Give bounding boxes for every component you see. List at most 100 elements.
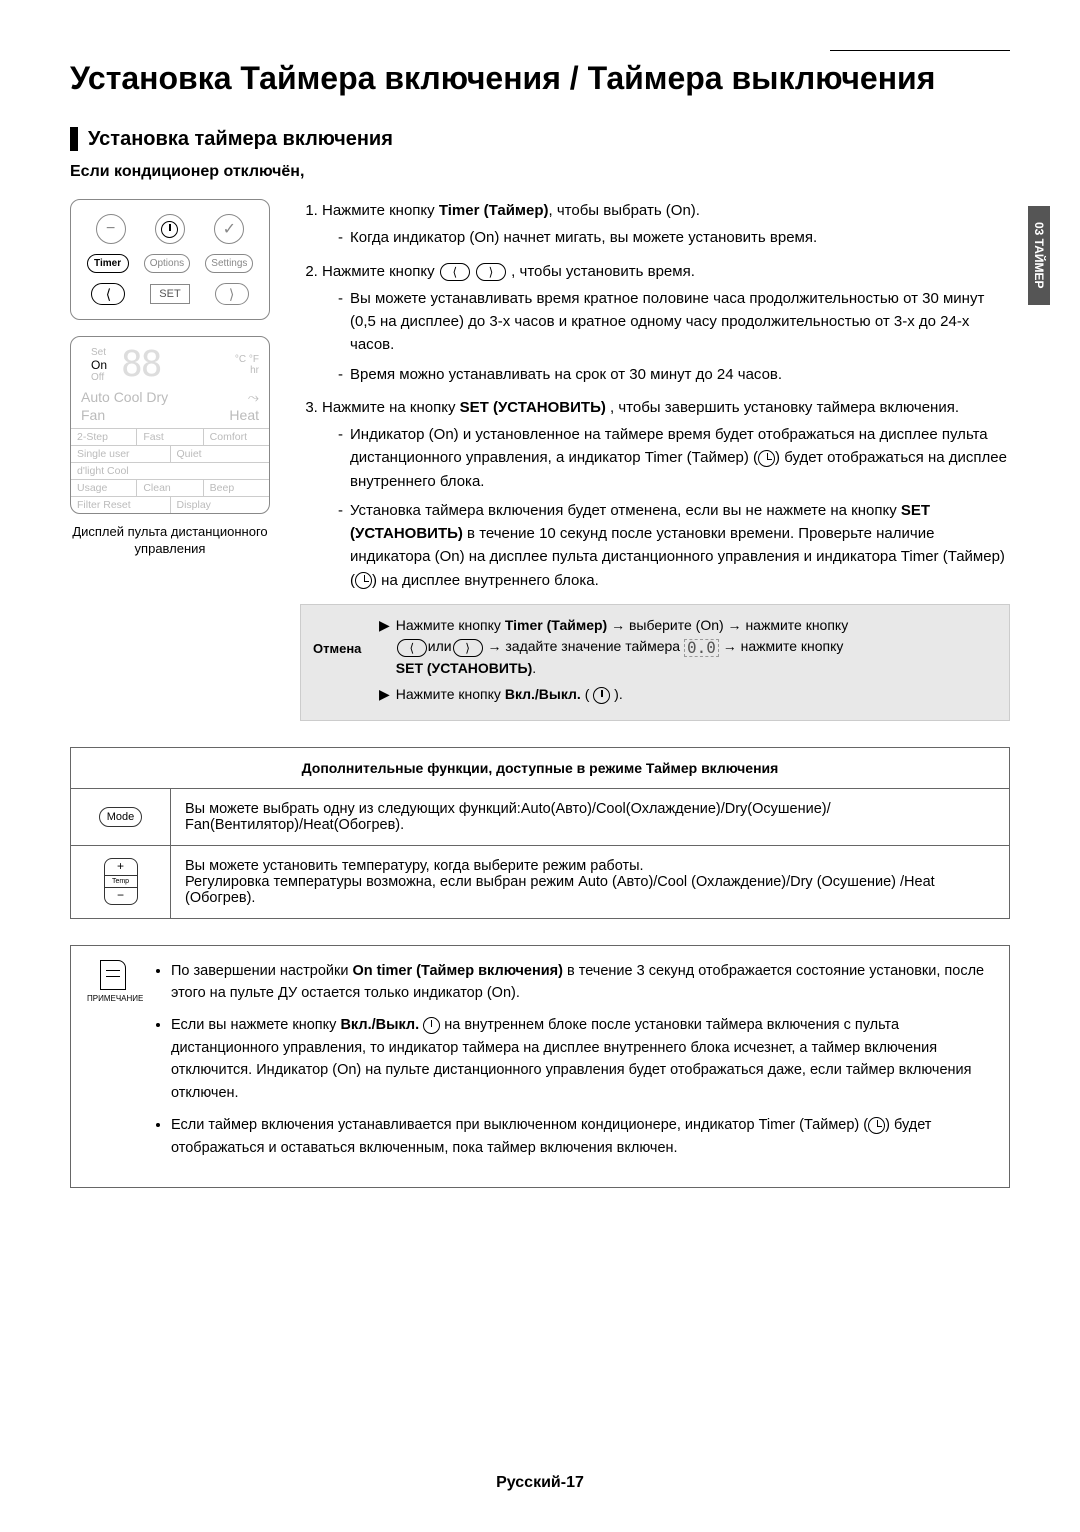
modes-row1b: ⤳ bbox=[248, 389, 259, 407]
i3-s2-a: Установка таймера включения будет отмене… bbox=[350, 502, 901, 519]
g1a: 2-Step bbox=[71, 429, 137, 445]
i1-pre: Нажмите кнопку bbox=[322, 202, 439, 219]
note-label: ПРИМЕЧАНИЕ bbox=[87, 993, 139, 1005]
minus-button: − bbox=[96, 214, 126, 244]
g2b: Quiet bbox=[171, 446, 270, 462]
n1a: По завершении настройки bbox=[171, 963, 353, 979]
section-header: Установка таймера включения bbox=[70, 127, 1010, 151]
side-tab: 03 ТАЙМЕР bbox=[1028, 206, 1050, 305]
section-title: Установка таймера включения bbox=[88, 128, 393, 151]
note-3: Если таймер включения устанавливается пр… bbox=[171, 1114, 993, 1159]
n1b: On timer (Таймер включения) bbox=[353, 963, 563, 979]
mode-icon-cell: Mode bbox=[71, 788, 171, 845]
c-l2a: или bbox=[428, 638, 452, 654]
top-rule bbox=[830, 50, 1010, 51]
g5b: Display bbox=[171, 497, 270, 513]
c-l1c: → выберите (On) → нажмите кнопку bbox=[607, 617, 848, 633]
instruction-1: Нажмите кнопку Timer (Таймер), чтобы выб… bbox=[322, 199, 1010, 250]
c-l2b: → задайте значение таймера bbox=[487, 638, 683, 654]
i1-post: , чтобы выбрать (On). bbox=[549, 202, 700, 219]
functions-table: Дополнительные функции, доступные в режи… bbox=[70, 747, 1010, 919]
g5a: Filter Reset bbox=[71, 497, 171, 513]
seg-icon: 0.0 bbox=[684, 639, 719, 657]
check-button: ✓ bbox=[214, 214, 244, 244]
g4b: Clean bbox=[137, 480, 203, 496]
g3a: d'light Cool bbox=[71, 463, 269, 479]
i3-s1: Индикатор (On) и установленное на таймер… bbox=[338, 423, 1010, 493]
section-bar bbox=[70, 127, 78, 151]
i3-pre: Нажмите на кнопку bbox=[322, 399, 460, 416]
triangle-icon-2: ▶ bbox=[379, 684, 390, 706]
i2-pre: Нажмите кнопку bbox=[322, 263, 439, 280]
g4a: Usage bbox=[71, 480, 137, 496]
page-title: Установка Таймера включения / Таймера вы… bbox=[70, 60, 1010, 97]
cancel-label: Отмена bbox=[313, 615, 379, 710]
left-arrow-icon-2: ⟨ bbox=[397, 639, 427, 657]
i1-s1: Когда индикатор (On) начнет мигать, вы м… bbox=[338, 226, 1010, 249]
note-2: Если вы нажмете кнопку Вкл./Выкл. на вну… bbox=[171, 1014, 993, 1104]
i3-s2-d: ) на дисплее внутреннего блока. bbox=[372, 572, 599, 589]
g1b: Fast bbox=[137, 429, 203, 445]
power-icon-3 bbox=[423, 1017, 440, 1034]
display-caption-l1: Дисплей пульта дистанционного bbox=[72, 524, 267, 539]
mode-text: Вы можете выбрать одну из следующих функ… bbox=[171, 788, 1010, 845]
right-arrow-icon-2: ⟩ bbox=[453, 639, 483, 657]
left-arrow-button: ⟨ bbox=[91, 283, 125, 305]
g2a: Single user bbox=[71, 446, 171, 462]
i3-b: SET (УСТАНОВИТЬ) bbox=[460, 399, 606, 416]
off-label: Off bbox=[91, 372, 104, 383]
instructions-list: Нажмите кнопку Timer (Таймер), чтобы выб… bbox=[300, 199, 1010, 592]
modes-row2b: Heat bbox=[229, 407, 259, 425]
left-arrow-icon: ⟨ bbox=[440, 263, 470, 281]
g4c: Beep bbox=[204, 480, 269, 496]
timer-icon-3 bbox=[868, 1117, 885, 1134]
i3-s2: Установка таймера включения будет отмене… bbox=[338, 499, 1010, 592]
mode-button-icon: Mode bbox=[99, 807, 143, 827]
c-l3d: ). bbox=[610, 686, 622, 702]
remote-panel: − ✓ Timer Options Settings ⟨ SET ⟩ bbox=[70, 199, 270, 320]
c-l2e: . bbox=[532, 660, 536, 676]
instruction-3: Нажмите на кнопку SET (УСТАНОВИТЬ) , что… bbox=[322, 396, 1010, 592]
settings-button: Settings bbox=[205, 254, 253, 273]
temp-button-icon: + Temp − bbox=[104, 858, 138, 904]
power-icon-2 bbox=[593, 687, 610, 704]
c-l1a: Нажмите кнопку bbox=[396, 617, 505, 633]
timer-icon bbox=[758, 450, 775, 467]
options-button: Options bbox=[144, 254, 190, 273]
c-l2d: SET (УСТАНОВИТЬ) bbox=[396, 660, 532, 676]
section-subheading: Если кондиционер отключён, bbox=[70, 163, 1010, 181]
i1-b: Timer (Таймер) bbox=[439, 202, 549, 219]
minus-icon: − bbox=[105, 888, 137, 903]
i2-s2: Время можно устанавливать на срок от 30 … bbox=[338, 363, 1010, 386]
right-arrow-icon: ⟩ bbox=[476, 263, 506, 281]
i3-post: , чтобы завершить установку таймера вклю… bbox=[606, 399, 959, 416]
display-caption: Дисплей пульта дистанционного управления bbox=[70, 524, 270, 558]
n2a: Если вы нажмете кнопку bbox=[171, 1017, 340, 1033]
cancel-line-2: ▶ Нажмите кнопку Вкл./Выкл. ( ). bbox=[379, 684, 997, 706]
plus-icon: + bbox=[105, 859, 137, 874]
timer-button: Timer bbox=[87, 254, 129, 273]
cancel-box: Отмена ▶ Нажмите кнопку Timer (Таймер) →… bbox=[300, 604, 1010, 721]
timer-icon-2 bbox=[355, 572, 372, 589]
note-icon bbox=[100, 960, 126, 990]
page-footer: Русский-17 bbox=[0, 1474, 1080, 1492]
temp-icon-cell: + Temp − bbox=[71, 845, 171, 918]
n3a: Если таймер включения устанавливается пр… bbox=[171, 1117, 868, 1133]
c-l3c: ( bbox=[581, 686, 593, 702]
modes-row1a: Auto Cool Dry bbox=[81, 389, 168, 407]
c-l3b: Вкл./Выкл. bbox=[505, 686, 581, 702]
power-button bbox=[155, 214, 185, 244]
hr-label: hr bbox=[235, 365, 259, 376]
instruction-2: Нажмите кнопку ⟨ ⟩ , чтобы установить вр… bbox=[322, 260, 1010, 386]
display-panel: Set On Off 88 °C °F hr Auto Cool Dry⤳ Fa… bbox=[70, 336, 270, 514]
triangle-icon: ▶ bbox=[379, 615, 390, 637]
c-l2c: → нажмите кнопку bbox=[719, 638, 844, 654]
set-label: Set bbox=[91, 347, 106, 358]
power-icon bbox=[161, 221, 178, 238]
g1c: Comfort bbox=[204, 429, 269, 445]
c-l3a: Нажмите кнопку bbox=[396, 686, 505, 702]
i2-s1: Вы можете устанавливать время кратное по… bbox=[338, 287, 1010, 357]
table-header: Дополнительные функции, доступные в режи… bbox=[71, 747, 1010, 788]
temp-text: Вы можете установить температуру, когда … bbox=[171, 845, 1010, 918]
cf-label: °C °F bbox=[235, 354, 259, 365]
